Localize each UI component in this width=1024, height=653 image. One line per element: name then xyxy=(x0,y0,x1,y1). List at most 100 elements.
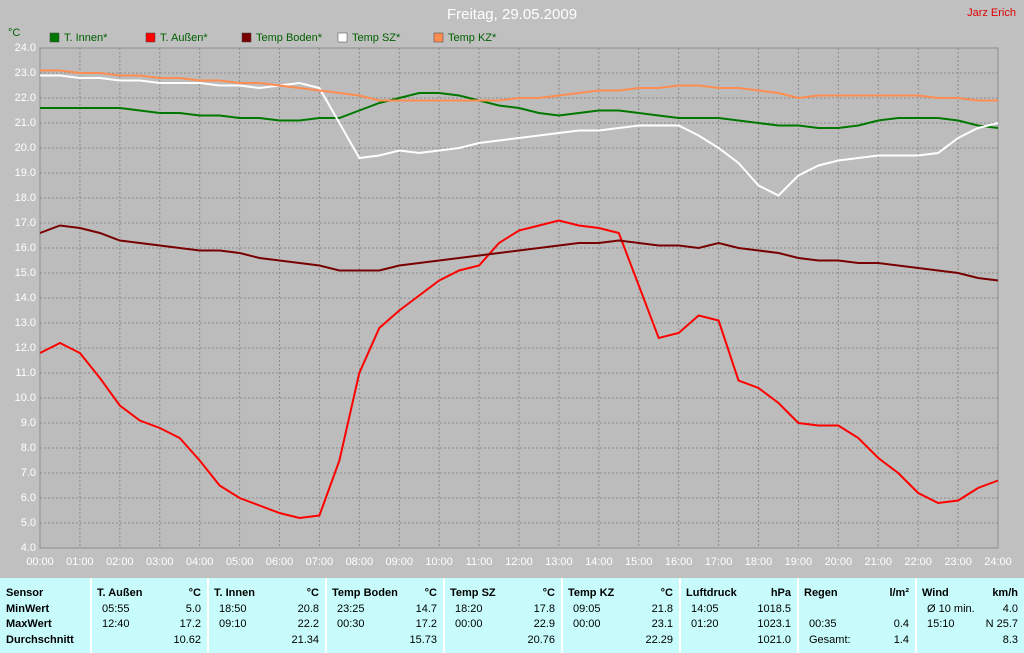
stat-column: T. Innen °C 18:50 20.8 09:10 22.2 21.34 xyxy=(207,578,325,653)
x-tick-label: 18:00 xyxy=(745,556,773,568)
cell-value: 22.9 xyxy=(533,618,555,630)
column-unit: °C xyxy=(188,587,201,599)
x-tick-label: 19:00 xyxy=(785,556,813,568)
y-tick-label: 22.0 xyxy=(15,92,36,104)
legend-label: T. Innen* xyxy=(64,32,108,44)
y-tick-label: 15.0 xyxy=(15,267,36,279)
cell-value: 14.7 xyxy=(415,603,437,615)
y-tick-label: 12.0 xyxy=(15,342,36,354)
cell-value: 17.8 xyxy=(533,603,555,615)
sensor-column: Sensor MinWert MaxWert Durchschnitt xyxy=(0,578,90,653)
y-tick-label: 21.0 xyxy=(15,117,36,129)
y-tick-label: 7.0 xyxy=(21,467,36,479)
header: Sensor xyxy=(6,587,44,599)
series-line xyxy=(39,224,999,282)
legend-label: T. Außen* xyxy=(160,32,208,44)
column-unit: °C xyxy=(306,587,319,599)
y-tick-label: 13.0 xyxy=(15,317,36,329)
legend-swatch xyxy=(49,32,60,43)
x-tick-label: 23:00 xyxy=(944,556,972,568)
y-unit: °C xyxy=(8,27,20,39)
legend-label: Temp SZ* xyxy=(352,32,401,44)
stat-column: Luftdruck hPa 14:05 1018.5 01:20 1023.1 1021.0 xyxy=(679,578,797,653)
x-tick-label: 07:00 xyxy=(306,556,334,568)
y-tick-label: 23.0 xyxy=(15,67,36,79)
cell-value: 1018.5 xyxy=(757,603,791,615)
column-header: Temp SZ xyxy=(450,587,496,599)
y-tick-label: 16.0 xyxy=(15,242,36,254)
legend-swatch xyxy=(241,32,252,43)
cell-label: 09:05 xyxy=(573,603,601,615)
column-unit: l/m² xyxy=(889,587,909,599)
legend-swatch xyxy=(337,32,348,43)
stat-column: Regen l/m² 00:35 0.4 Gesamt: 1.4 xyxy=(797,578,915,653)
y-tick-label: 6.0 xyxy=(21,492,36,504)
y-tick-label: 10.0 xyxy=(15,392,36,404)
cell-label: Gesamt: xyxy=(809,634,851,646)
y-tick-label: 18.0 xyxy=(15,192,36,204)
column-header: Temp Boden xyxy=(332,587,398,599)
y-tick-label: 11.0 xyxy=(15,367,36,379)
cell-label: 00:00 xyxy=(573,618,601,630)
column-unit: km/h xyxy=(992,587,1018,599)
y-tick-label: 5.0 xyxy=(21,517,36,529)
stat-column: Wind km/h Ø 10 min. 4.0 15:10 N 25.7 8.3 xyxy=(915,578,1024,653)
x-tick-label: 09:00 xyxy=(385,556,413,568)
cell-value: 1023.1 xyxy=(757,618,791,630)
cell-value: 4.0 xyxy=(1002,603,1018,615)
x-tick-label: 12:00 xyxy=(505,556,533,568)
x-tick-label: 11:00 xyxy=(466,556,493,568)
stat-column: Temp Boden °C 23:25 14.7 00:30 17.2 15.73 xyxy=(325,578,443,653)
x-tick-label: 16:00 xyxy=(665,556,693,568)
x-tick-label: 06:00 xyxy=(266,556,294,568)
cell-label: 23:25 xyxy=(337,603,365,615)
x-tick-label: 03:00 xyxy=(146,556,174,568)
y-tick-label: 20.0 xyxy=(15,142,36,154)
cell-label: 01:20 xyxy=(691,618,719,630)
column-header: Wind xyxy=(922,587,949,599)
cell-value: 8.3 xyxy=(1002,634,1018,646)
cell-value: 22.2 xyxy=(297,618,319,630)
x-tick-label: 24:00 xyxy=(984,556,1012,568)
cell-value: 23.1 xyxy=(651,618,673,630)
cell-label: 18:20 xyxy=(455,603,483,615)
cell-label: Ø 10 min. xyxy=(927,603,975,615)
cell-value: 17.2 xyxy=(415,618,437,630)
x-tick-label: 01:00 xyxy=(66,556,94,568)
cell-value: 21.8 xyxy=(651,603,673,615)
y-tick-label: 14.0 xyxy=(15,292,36,304)
legend-swatch xyxy=(433,32,444,43)
stat-column: Temp SZ °C 18:20 17.8 00:00 22.9 20.76 xyxy=(443,578,561,653)
x-tick-label: 21:00 xyxy=(864,556,892,568)
y-tick-label: 9.0 xyxy=(21,417,36,429)
stat-column: Temp KZ °C 09:05 21.8 00:00 23.1 22.29 xyxy=(561,578,679,653)
cell-value: 15.73 xyxy=(409,634,437,646)
column-header: Temp KZ xyxy=(568,587,615,599)
legend-swatch xyxy=(145,32,156,43)
cell-label: 05:55 xyxy=(102,603,130,615)
cell-label: 15:10 xyxy=(927,618,955,630)
author: Jarz Erich xyxy=(967,7,1016,19)
cell-label: 00:30 xyxy=(337,618,365,630)
cell-value: N 25.7 xyxy=(985,618,1018,630)
column-unit: °C xyxy=(424,587,437,599)
y-tick-label: 17.0 xyxy=(15,217,36,229)
x-tick-label: 20:00 xyxy=(825,556,853,568)
cell-value: 1.4 xyxy=(893,634,909,646)
cell-label: 09:10 xyxy=(219,618,247,630)
y-tick-label: 8.0 xyxy=(21,442,36,454)
column-header: T. Innen xyxy=(214,587,255,599)
x-tick-label: 14:00 xyxy=(585,556,613,568)
series-line xyxy=(40,92,999,129)
x-tick-label: 08:00 xyxy=(346,556,374,568)
column-unit: °C xyxy=(660,587,673,599)
column-unit: °C xyxy=(542,587,555,599)
x-tick-label: 17:00 xyxy=(705,556,733,568)
y-tick-label: 24.0 xyxy=(15,42,36,54)
cell-value: 22.29 xyxy=(645,634,673,646)
cell-label: 00:35 xyxy=(809,618,837,630)
cell-value: 5.0 xyxy=(185,603,201,615)
column-header: T. Außen xyxy=(97,587,143,599)
y-tick-label: 4.0 xyxy=(21,542,36,554)
